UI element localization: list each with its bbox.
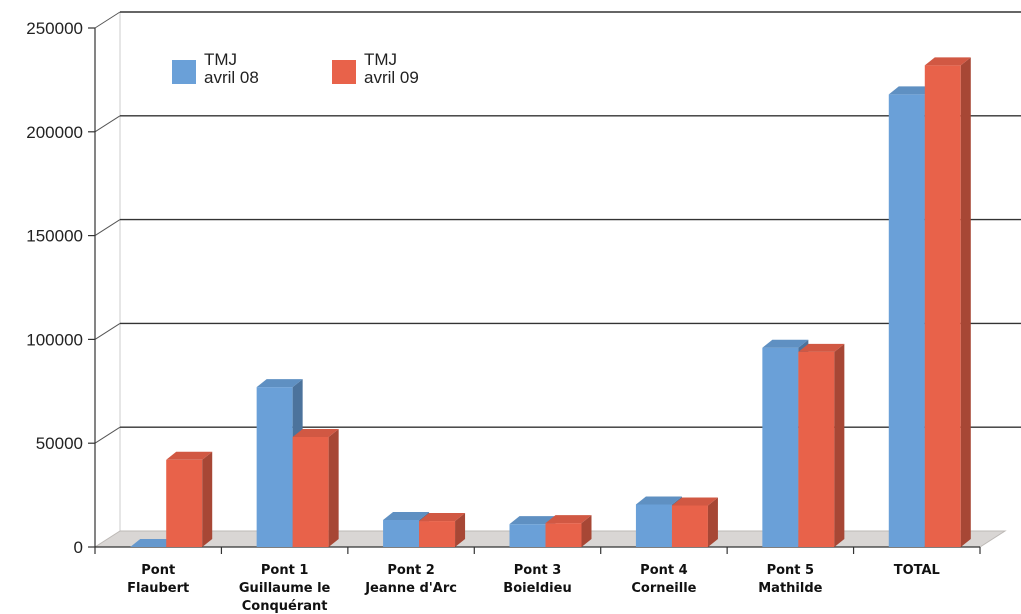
gridline-diagonal [95,220,120,236]
bar-side [329,429,339,547]
x-tick-label: Pont 4 [640,563,688,578]
y-tick-label: 50000 [36,434,83,453]
x-tick-label: Corneille [631,581,696,596]
bar-front [672,505,708,547]
y-tick-label: 200000 [26,123,83,142]
bar [925,57,971,547]
bar-front [546,523,582,547]
bar-front [510,524,546,547]
x-tick-label: Pont [141,563,175,578]
x-tick-label: Jeanne d'Arc [364,581,457,596]
bar-front [257,387,293,547]
bar-front [166,460,202,547]
x-tick-label: Mathilde [758,581,822,596]
y-tick-label: 250000 [26,19,83,38]
y-tick-label: 0 [74,538,83,557]
legend-swatch [172,60,196,84]
bar [672,497,718,547]
x-tick-label: Pont 3 [514,563,562,578]
x-tick-label: Pont 2 [387,563,435,578]
y-tick-label: 150000 [26,227,83,246]
gridline-diagonal [95,116,120,132]
legend-label: avril 09 [364,68,419,87]
bar-side [708,497,718,547]
bar [546,515,592,547]
x-tick-label: Conquérant [242,599,328,614]
x-tick-label: Pont 5 [767,563,815,578]
bar-front [636,504,672,547]
legend-label: avril 08 [204,68,259,87]
bar-front [889,94,925,547]
bar-front [798,352,834,547]
legend-swatch [332,60,356,84]
x-tick-label: Flaubert [127,581,189,596]
legend-label: TMJ [204,50,237,69]
x-tick-label: TOTAL [894,563,940,578]
bar-side [202,452,212,547]
bar [166,452,212,547]
bar-front [762,348,798,547]
gridline-diagonal [95,427,120,443]
bar-front [383,520,419,547]
bar [293,429,339,547]
gridline-diagonal [95,323,120,339]
bar-side [834,344,844,547]
y-tick-label: 100000 [26,330,83,349]
bar-front [293,437,329,547]
bar [419,513,465,547]
bar-front [419,521,455,547]
x-tick-label: Boieldieu [503,581,571,596]
bar-side [961,57,971,547]
bar-front [925,65,961,547]
x-tick-label: Pont 1 [261,563,309,578]
legend-label: TMJ [364,50,397,69]
bar [798,344,844,547]
gridline-diagonal [95,12,120,28]
x-tick-label: Guillaume le [239,581,331,596]
